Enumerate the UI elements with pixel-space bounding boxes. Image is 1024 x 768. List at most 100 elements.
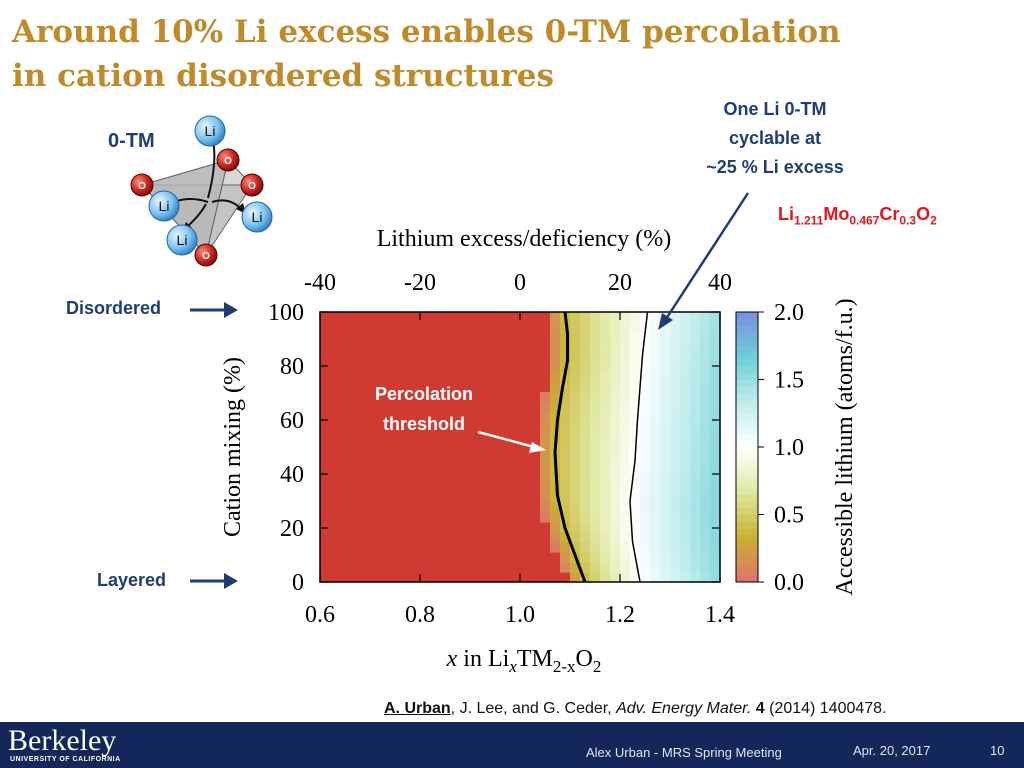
heatmap-cell: [600, 372, 611, 383]
colorbar-segment: [736, 399, 758, 407]
heatmap-cell: [650, 322, 661, 333]
heatmap-cell: [680, 452, 691, 463]
heatmap-cell: [620, 492, 631, 503]
heatmap-cell: [710, 312, 721, 323]
heatmap-cell: [600, 522, 611, 533]
heatmap-cell: [640, 562, 651, 573]
heatmap-cell: [660, 332, 671, 343]
heatmap-cell: [640, 382, 651, 393]
heatmap-cell: [540, 422, 551, 433]
heatmap-cell: [630, 532, 641, 543]
heatmap-cell: [650, 382, 661, 393]
heatmap-cell: [620, 502, 631, 513]
colorbar-segment: [736, 555, 758, 563]
heatmap-cell: [570, 472, 581, 483]
heatmap-cell: [610, 542, 621, 553]
heatmap-cell: [610, 502, 621, 513]
heatmap-cell: [590, 512, 601, 523]
heatmap-cell: [640, 402, 651, 413]
heatmap-cell: [620, 472, 631, 483]
heatmap-cell: [580, 522, 591, 533]
heatmap-cell: [700, 492, 711, 503]
heatmap-cell: [670, 522, 681, 533]
heatmap-cell: [660, 372, 671, 383]
heatmap-cell: [610, 432, 621, 443]
heatmap-cell: [570, 542, 581, 553]
heatmap-cell: [550, 362, 561, 373]
heatmap-cell: [590, 482, 601, 493]
heatmap-cell: [700, 432, 711, 443]
heatmap-cell: [700, 532, 711, 543]
svg-text:Li: Li: [177, 232, 188, 248]
heatmap-cell: [620, 312, 631, 323]
heatmap-cell: [600, 452, 611, 463]
colorbar-segment: [736, 528, 758, 536]
heatmap-cell: [700, 332, 711, 343]
heatmap-cell: [540, 502, 551, 513]
heatmap-cell: [560, 482, 571, 493]
heatmap-cell: [690, 482, 701, 493]
heatmap-cell: [610, 402, 621, 413]
heatmap-cell: [680, 372, 691, 383]
heatmap-cell: [630, 422, 641, 433]
heatmap-cell: [600, 512, 611, 523]
colorbar-segment: [736, 534, 758, 542]
heatmap-cell: [700, 312, 711, 323]
colorbar-segment: [736, 514, 758, 522]
heatmap-cell: [580, 362, 591, 373]
heatmap-cell: [610, 562, 621, 573]
heatmap-cell: [710, 572, 721, 583]
heatmap-cell: [610, 372, 621, 383]
heatmap-cell: [700, 482, 711, 493]
heatmap-cell: [710, 332, 721, 343]
annotation-line: ~25 % Li excess: [706, 157, 844, 177]
top-tick-label: 40: [708, 270, 732, 296]
heatmap-cell: [570, 502, 581, 513]
heatmap-cell: [680, 512, 691, 523]
heatmap-cell: [630, 572, 641, 583]
one-li-pointer-arrowhead: [658, 313, 673, 330]
heatmap-cell: [650, 462, 661, 473]
heatmap-cell: [570, 562, 581, 573]
heatmap-cell: [560, 432, 571, 443]
heatmap-cell: [630, 362, 641, 373]
heatmap-cell: [680, 502, 691, 513]
li-atom: Li: [166, 224, 198, 256]
heatmap-cell: [680, 362, 691, 373]
heatmap-cell: [710, 342, 721, 353]
heatmap-cell: [590, 542, 601, 553]
heatmap-cell: [580, 492, 591, 503]
heatmap-cell: [580, 322, 591, 333]
heatmap-cell: [550, 372, 561, 383]
percolation-pointer-arrowhead: [529, 442, 546, 453]
x-axis-tick-labels: 0.6 0.8 1.0 1.2 1.4: [305, 602, 735, 628]
heatmap-cell: [590, 442, 601, 453]
heatmap-cell: [640, 422, 651, 433]
heatmap-cell: [590, 502, 601, 513]
heatmap-cell: [710, 542, 721, 553]
x-tick-label: 1.0: [505, 602, 535, 628]
y-axis-label: Cation mixing (%): [220, 357, 246, 537]
heatmap-cell: [650, 522, 661, 533]
heatmap-cell: [690, 332, 701, 343]
heatmap-cell: [660, 532, 671, 543]
heatmap-cell: [610, 392, 621, 403]
svg-text:Li: Li: [159, 198, 170, 214]
percolation-pointer-arrow: [477, 430, 539, 450]
heatmap-cell: [670, 382, 681, 393]
heatmap-cell: [620, 432, 631, 443]
formula-subscript: 0.3: [899, 213, 917, 228]
y-tick-label: 20: [280, 516, 304, 542]
heatmap-cell: [560, 412, 571, 423]
heatmap-cell: [600, 462, 611, 473]
heatmap-cell: [600, 552, 611, 563]
heatmap-cell: [610, 492, 621, 503]
heatmap-cell: [550, 502, 561, 513]
heatmap-cell: [630, 402, 641, 413]
heatmap-cell: [660, 552, 671, 563]
heatmap-cells: [320, 312, 721, 583]
heatmap-cell: [560, 402, 571, 413]
li-atom: Li: [194, 115, 226, 147]
heatmap-cell: [640, 572, 651, 583]
heatmap-cell: [580, 512, 591, 523]
